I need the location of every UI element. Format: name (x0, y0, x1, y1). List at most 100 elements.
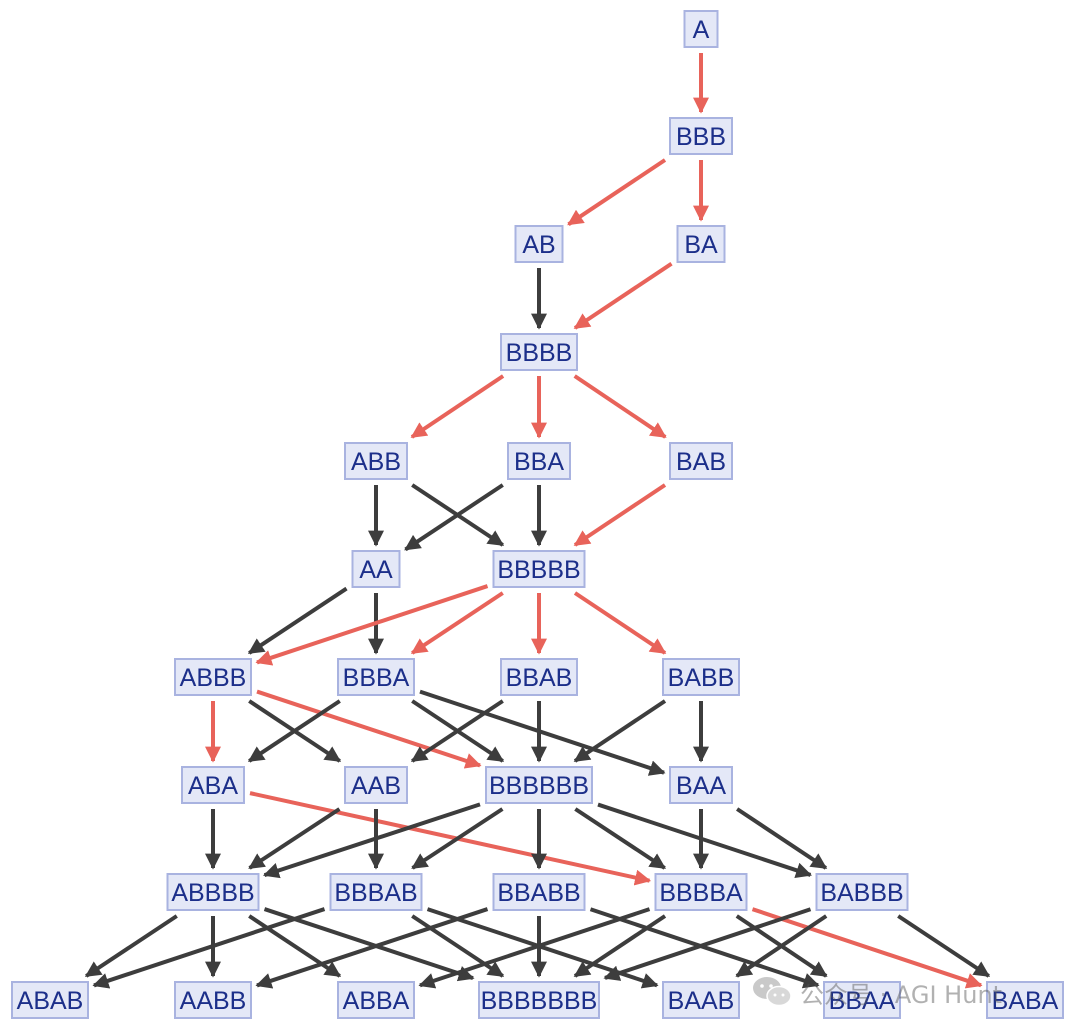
node-babbb: BABBB (815, 873, 909, 911)
edge-abbbb-to-bbbbbbb (263, 907, 475, 982)
node-box (669, 117, 733, 155)
node-aabb: AABB (174, 981, 252, 1019)
node-aab: AAB (344, 766, 408, 804)
node-label: ABBBB (171, 879, 254, 907)
node-box (492, 873, 586, 911)
node-box (181, 766, 245, 804)
node-label: AA (359, 556, 393, 584)
node-label: BA (684, 231, 718, 259)
node-aba: ABA (181, 766, 245, 804)
node-abbbb: ABBBB (166, 873, 260, 911)
node-label: ABB (351, 448, 401, 476)
node-box (351, 550, 401, 588)
node-bbabb: BBABB (492, 873, 586, 911)
node-box (478, 981, 600, 1019)
edge-ba-to-bbbb (573, 262, 673, 330)
node-label: BABA (992, 987, 1059, 1015)
node-bbbba: BBBBA (654, 873, 748, 911)
edge-bbbab-to-abab (92, 907, 326, 989)
node-bbb: BBB (669, 117, 733, 155)
node-box (669, 442, 733, 480)
edge-bba-to-aa (404, 483, 504, 552)
node-box (986, 981, 1064, 1019)
edge-babbb-to-baab (735, 914, 828, 978)
edge-aba-to-bbbba (249, 791, 652, 886)
edge-bbbba-to-bbbbbbb (573, 914, 667, 978)
node-baa: BAA (669, 766, 733, 804)
node-box (11, 981, 89, 1019)
edge-bab-to-bbbbb (573, 483, 667, 547)
edge-bbbbbb-to-bbbab (411, 807, 504, 870)
node-box (815, 873, 909, 911)
node-box (329, 873, 423, 911)
node-ab: AB (514, 225, 564, 263)
node-label: BAB (676, 448, 726, 476)
node-label: BBBBBB (489, 772, 589, 800)
node-bba: BBA (507, 442, 571, 480)
node-label: BAA (676, 772, 726, 800)
node-baab: BAAB (662, 981, 740, 1019)
node-label: A (693, 16, 710, 44)
edge-bbbbbb-to-abbbb (262, 802, 481, 879)
node-label: BBBB (506, 339, 573, 367)
edge-bbbab-to-bbbbbbb (411, 914, 505, 978)
node-label: BBBBB (497, 556, 580, 584)
edge-aab-to-abbbb (248, 807, 341, 870)
edge-bbbb-to-abb (410, 374, 505, 439)
edge-bbbba-to-baba (751, 907, 983, 989)
node-bbbb: BBBB (500, 333, 578, 371)
node-box (485, 766, 593, 804)
node-ba: BA (676, 225, 726, 263)
node-label: AABB (180, 987, 247, 1015)
edge-babbb-to-bbbbbbb (603, 907, 812, 981)
node-box (492, 550, 586, 588)
edge-bbbbbb-to-babbb (597, 802, 813, 879)
node-label: AAB (351, 772, 401, 800)
node-label: ABBB (180, 664, 247, 692)
node-abb: ABB (344, 442, 408, 480)
edge-babb-to-bbbbbb (573, 699, 667, 763)
node-abbb: ABBB (174, 658, 252, 696)
watermark-text: 公众号 · AGI Hunt (800, 980, 1003, 1009)
node-label: BABB (668, 664, 735, 692)
node-bbaa: BBAA (823, 981, 901, 1019)
edge-aa-to-abbb (247, 586, 348, 655)
node-label: BBB (676, 123, 726, 151)
edge-abbb-to-bbbbbb (256, 689, 482, 769)
node-bbbbbb: BBBBBB (485, 766, 593, 804)
node-label: BBBBBBB (481, 987, 598, 1015)
node-box (500, 658, 578, 696)
edge-bbbbb-to-abbb (255, 584, 489, 666)
node-label: BBAA (829, 987, 896, 1015)
node-bbab: BBAB (500, 658, 578, 696)
watermark: 公众号 · AGI Hunt (752, 975, 1002, 1009)
edge-bbba-to-aba (247, 699, 341, 763)
node-bbba: BBBA (337, 658, 415, 696)
node-label: BAAB (668, 987, 735, 1015)
node-box (823, 981, 901, 1019)
node-box (662, 658, 740, 696)
node-box (669, 766, 733, 804)
edge-bbbba-to-abba (418, 907, 651, 989)
node-label: BABBB (820, 879, 903, 907)
edge-bbba-to-baa (419, 689, 666, 776)
node-label: BBBBA (659, 879, 743, 907)
edge-bbbb-to-bab (573, 374, 667, 439)
node-label: ABAB (17, 987, 84, 1015)
edge-bbabb-to-bbaa (589, 907, 820, 989)
node-a: A (683, 10, 719, 48)
edge-abbbb-to-abab (84, 914, 178, 978)
edge-bbbbbb-to-bbbba (574, 807, 666, 870)
node-box (676, 225, 726, 263)
node-abab: ABAB (11, 981, 89, 1019)
edge-bbabb-to-aabb (255, 907, 489, 989)
node-label: ABBA (343, 987, 410, 1015)
node-label: BBBAB (334, 879, 417, 907)
edges (84, 53, 991, 989)
node-label: BBBA (343, 664, 410, 692)
node-box (174, 658, 252, 696)
node-box (166, 873, 260, 911)
node-box (344, 766, 408, 804)
